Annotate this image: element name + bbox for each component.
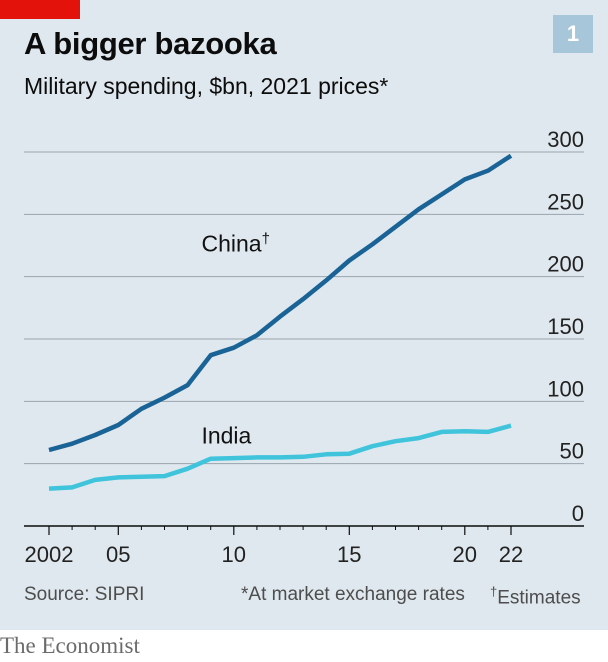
market-rates-note: *At market exchange rates bbox=[241, 584, 465, 605]
y-tick-label-50: 50 bbox=[560, 439, 584, 464]
y-tick-label-150: 150 bbox=[547, 314, 584, 339]
chart-subtitle: Military spending, $bn, 2021 prices* bbox=[24, 73, 389, 99]
y-tick-label-200: 200 bbox=[547, 252, 584, 277]
x-tick-label-2015: 15 bbox=[337, 542, 361, 567]
y-tick-label-0: 0 bbox=[572, 501, 584, 526]
series-label-india: India bbox=[201, 423, 251, 449]
x-tick-label-2005: 05 bbox=[106, 542, 130, 567]
line-chart: 0 50 100 150 200 250 300 2002 05 10 15 20 22 China†… bbox=[24, 127, 584, 567]
y-tick-labels: 0 50 100 150 200 250 300 bbox=[547, 127, 584, 526]
x-tick-label-2020: 20 bbox=[453, 542, 477, 567]
x-tick-label-2022: 22 bbox=[499, 542, 523, 567]
series-label-china: China† bbox=[201, 231, 269, 257]
series-line-india bbox=[48, 423, 512, 491]
x-tick-label-2002: 2002 bbox=[25, 542, 74, 567]
series-lines bbox=[48, 153, 513, 491]
y-tick-label-250: 250 bbox=[547, 189, 584, 214]
x-axis: 2002 05 10 15 20 22 bbox=[24, 525, 584, 567]
source-note: Source: SIPRI bbox=[24, 584, 145, 605]
gridlines bbox=[24, 151, 584, 465]
y-tick-label-300: 300 bbox=[547, 127, 584, 152]
brand-tag bbox=[0, 0, 80, 19]
x-tick-label-2010: 10 bbox=[222, 542, 246, 567]
series-line-china bbox=[48, 153, 513, 453]
chart-card: A bigger bazooka Military spending, $bn,… bbox=[0, 0, 608, 630]
economist-logo: The Economist bbox=[0, 633, 140, 658]
chart-title: A bigger bazooka bbox=[24, 26, 277, 61]
estimates-note-text: Estimates bbox=[497, 587, 581, 609]
y-tick-label-100: 100 bbox=[547, 376, 584, 401]
estimates-dagger: † bbox=[490, 584, 498, 599]
chart-number-badge: 1 bbox=[553, 15, 593, 53]
series-label-mark: † bbox=[262, 231, 270, 248]
series-labels: China† India bbox=[201, 231, 269, 449]
estimates-note: †Estimates bbox=[490, 584, 581, 609]
